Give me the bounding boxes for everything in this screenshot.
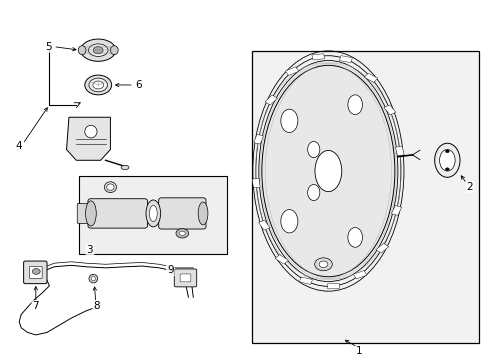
Text: 9: 9: [167, 265, 173, 275]
Ellipse shape: [91, 276, 95, 281]
Bar: [264, 95, 277, 105]
FancyBboxPatch shape: [158, 198, 205, 229]
Ellipse shape: [198, 202, 207, 225]
Ellipse shape: [307, 141, 319, 158]
Ellipse shape: [280, 210, 297, 233]
Bar: [274, 255, 288, 264]
Ellipse shape: [84, 125, 97, 138]
Ellipse shape: [307, 184, 319, 201]
Ellipse shape: [84, 75, 111, 95]
Bar: [353, 271, 366, 279]
Circle shape: [314, 258, 331, 271]
Ellipse shape: [81, 39, 116, 61]
Bar: [364, 73, 377, 82]
FancyBboxPatch shape: [29, 266, 42, 279]
Bar: [390, 206, 401, 215]
Text: 5: 5: [45, 42, 52, 51]
Ellipse shape: [314, 150, 341, 192]
Bar: [252, 179, 260, 188]
Bar: [339, 56, 352, 63]
Circle shape: [176, 229, 188, 238]
Ellipse shape: [121, 165, 129, 170]
Ellipse shape: [146, 200, 160, 227]
Ellipse shape: [110, 46, 118, 55]
Circle shape: [32, 269, 40, 274]
Bar: [251, 51, 478, 343]
Ellipse shape: [347, 95, 362, 114]
Bar: [311, 54, 324, 60]
Bar: [285, 67, 298, 76]
Ellipse shape: [149, 205, 157, 221]
Circle shape: [93, 46, 103, 54]
Text: 2: 2: [466, 182, 472, 192]
FancyBboxPatch shape: [23, 261, 47, 284]
Ellipse shape: [261, 65, 394, 277]
Bar: [258, 220, 269, 230]
Polygon shape: [66, 117, 110, 160]
Text: 7: 7: [32, 301, 39, 311]
Circle shape: [319, 261, 327, 267]
Ellipse shape: [93, 81, 103, 89]
Ellipse shape: [88, 44, 108, 57]
Text: 3: 3: [86, 245, 93, 255]
Bar: [79, 176, 227, 253]
Circle shape: [179, 231, 185, 235]
Text: 6: 6: [135, 80, 142, 90]
Ellipse shape: [106, 184, 114, 190]
Text: 4: 4: [16, 141, 22, 151]
Circle shape: [445, 150, 448, 153]
Bar: [383, 105, 395, 115]
Bar: [395, 146, 404, 156]
Ellipse shape: [347, 228, 362, 247]
Text: 8: 8: [93, 301, 100, 311]
FancyBboxPatch shape: [88, 199, 147, 228]
Bar: [299, 277, 312, 284]
Ellipse shape: [280, 109, 297, 132]
Circle shape: [445, 168, 448, 171]
Ellipse shape: [104, 182, 116, 193]
Text: 1: 1: [355, 346, 362, 356]
Ellipse shape: [89, 78, 107, 92]
Ellipse shape: [89, 274, 98, 283]
Bar: [375, 243, 388, 253]
Ellipse shape: [434, 143, 459, 177]
Bar: [253, 134, 263, 144]
Ellipse shape: [78, 46, 86, 55]
Ellipse shape: [439, 149, 454, 171]
Ellipse shape: [85, 201, 96, 226]
FancyBboxPatch shape: [77, 203, 90, 224]
FancyBboxPatch shape: [180, 274, 190, 282]
FancyBboxPatch shape: [174, 269, 196, 287]
Bar: [326, 283, 339, 289]
